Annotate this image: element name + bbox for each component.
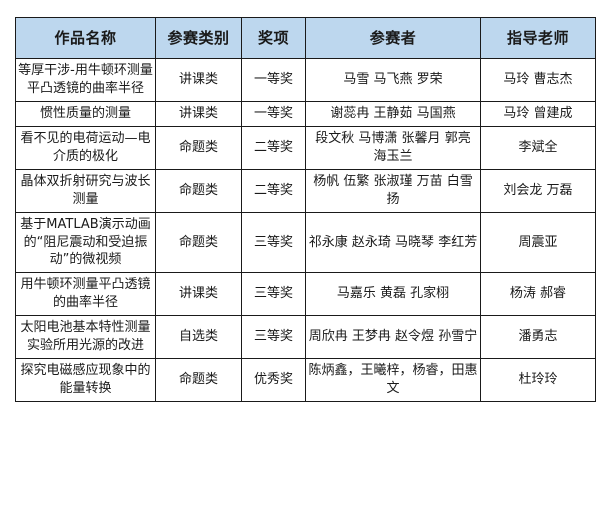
cell-participants: 马嘉乐 黄磊 孔家栩: [305, 272, 481, 317]
cell-category: 命题类: [155, 125, 242, 170]
cell-teacher: 马玲 曾建成: [480, 100, 596, 127]
cell-work-title: 看不见的电荷运动—电介质的极化: [15, 125, 156, 170]
table-body: 等厚干涉-用牛顿环测量平凸透镜的曲率半径 讲课类 一等奖 马雪 马飞燕 罗荣 马玲 曹志…: [15, 58, 596, 402]
cell-category: 命题类: [155, 168, 242, 213]
cell-work-title: 用牛顿环测量平凸透镜的曲率半径: [15, 272, 156, 317]
cell-participants: 马雪 马飞燕 罗荣: [305, 58, 481, 102]
cell-teacher: 杨涛 郝睿: [480, 272, 596, 317]
cell-award: 二等奖: [241, 125, 306, 170]
column-header-category: 参赛类别: [155, 17, 242, 59]
cell-work-title: 探究电磁感应现象中的能量转换: [15, 358, 156, 402]
column-header-award: 奖项: [241, 17, 306, 59]
column-header-participants: 参赛者: [305, 17, 481, 59]
cell-work-title: 晶体双折射研究与波长测量: [15, 168, 156, 213]
cell-participants: 祁永康 赵永琦 马晓琴 李红芳: [305, 211, 481, 274]
cell-teacher: 杜玲玲: [480, 358, 596, 402]
column-header-teacher: 指导老师: [480, 17, 596, 59]
table-row: 晶体双折射研究与波长测量 命题类 二等奖 杨帆 伍繁 张淑瑾 万苗 白雪扬 刘会龙 万磊: [15, 168, 596, 213]
cell-category: 命题类: [155, 211, 242, 274]
cell-teacher: 刘会龙 万磊: [480, 168, 596, 213]
cell-category: 命题类: [155, 358, 242, 402]
cell-category: 讲课类: [155, 58, 242, 102]
cell-category: 自选类: [155, 315, 242, 360]
table-row: 基于MATLAB演示动画的“阻尼震动和受迫振动”的微视频 命题类 三等奖 祁永康 赵永…: [15, 211, 596, 274]
cell-category: 讲课类: [155, 100, 242, 127]
table-row: 用牛顿环测量平凸透镜的曲率半径 讲课类 三等奖 马嘉乐 黄磊 孔家栩 杨涛 郝睿: [15, 272, 596, 317]
cell-category: 讲课类: [155, 272, 242, 317]
cell-award: 三等奖: [241, 272, 306, 317]
cell-award: 二等奖: [241, 168, 306, 213]
cell-teacher: 李斌全: [480, 125, 596, 170]
table-header: 作品名称 参赛类别 奖项 参赛者 指导老师: [15, 17, 596, 59]
cell-award: 三等奖: [241, 315, 306, 360]
column-header-title: 作品名称: [15, 17, 156, 59]
cell-participants: 周欣冉 王梦冉 赵令煜 孙雪宁: [305, 315, 481, 360]
cell-work-title: 基于MATLAB演示动画的“阻尼震动和受迫振动”的微视频: [15, 211, 156, 274]
cell-work-title: 太阳电池基本特性测量实验所用光源的改进: [15, 315, 156, 360]
cell-participants: 陈炳鑫，王曦梓，杨睿，田惠文: [305, 358, 481, 402]
cell-award: 一等奖: [241, 58, 306, 102]
cell-award: 三等奖: [241, 211, 306, 274]
cell-participants: 段文秋 马博潇 张馨月 郭亮 海玉兰: [305, 125, 481, 170]
table-row: 等厚干涉-用牛顿环测量平凸透镜的曲率半径 讲课类 一等奖 马雪 马飞燕 罗荣 马玲 曹志…: [15, 58, 596, 102]
table-row: 看不见的电荷运动—电介质的极化 命题类 二等奖 段文秋 马博潇 张馨月 郭亮 海玉兰李…: [15, 125, 596, 170]
award-results-table: 作品名称 参赛类别 奖项 参赛者 指导老师 等厚干涉-用牛顿环测量平凸透镜的曲率…: [15, 17, 596, 402]
cell-work-title: 等厚干涉-用牛顿环测量平凸透镜的曲率半径: [15, 58, 156, 102]
table-row: 惯性质量的测量 讲课类 一等奖 谢蕊冉 王静茹 马国燕 马玲 曾建成: [15, 100, 596, 127]
table-row: 太阳电池基本特性测量实验所用光源的改进 自选类 三等奖 周欣冉 王梦冉 赵令煜 孙雪宁…: [15, 315, 596, 360]
cell-participants: 杨帆 伍繁 张淑瑾 万苗 白雪扬: [305, 168, 481, 213]
cell-participants: 谢蕊冉 王静茹 马国燕: [305, 100, 481, 127]
cell-award: 一等奖: [241, 100, 306, 127]
table-row: 探究电磁感应现象中的能量转换 命题类 优秀奖 陈炳鑫，王曦梓，杨睿，田惠文 杜玲玲: [15, 358, 596, 402]
cell-teacher: 潘勇志: [480, 315, 596, 360]
cell-teacher: 周震亚: [480, 211, 596, 274]
cell-work-title: 惯性质量的测量: [15, 100, 156, 127]
cell-teacher: 马玲 曹志杰: [480, 58, 596, 102]
table-header-row: 作品名称 参赛类别 奖项 参赛者 指导老师: [15, 17, 596, 59]
award-table-container: 作品名称 参赛类别 奖项 参赛者 指导老师 等厚干涉-用牛顿环测量平凸透镜的曲率…: [15, 17, 596, 402]
cell-award: 优秀奖: [241, 358, 306, 402]
